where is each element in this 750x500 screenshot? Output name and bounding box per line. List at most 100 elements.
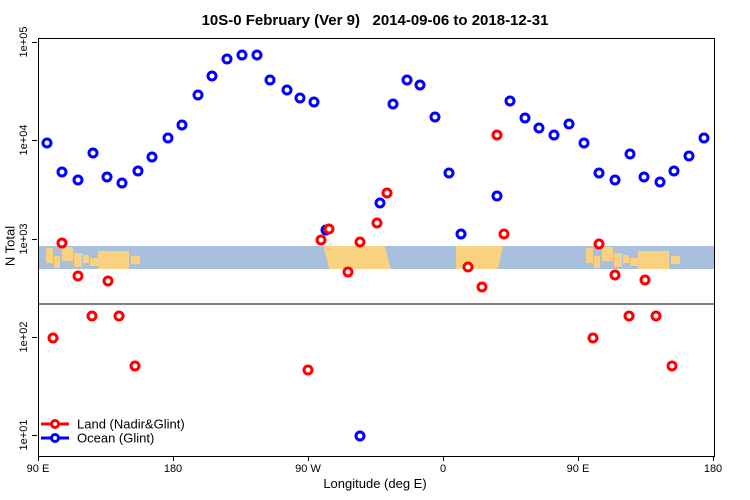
ocean-data-point	[668, 165, 679, 177]
ocean-data-point	[401, 74, 412, 86]
land-data-point	[609, 269, 621, 281]
land-data-point	[666, 360, 678, 372]
x-tick-label: 90 E	[26, 463, 50, 475]
land-data-point	[587, 332, 598, 344]
ocean-data-point	[56, 166, 67, 178]
x-tick	[578, 456, 579, 461]
legend-circle-icon	[50, 419, 60, 429]
ocean-data-point	[354, 430, 366, 442]
legend-label: Land (Nadir&Glint)	[77, 416, 185, 432]
ocean-data-point	[387, 98, 399, 110]
land-data-point	[498, 228, 510, 240]
y-tick	[32, 42, 37, 43]
land-data-point	[323, 223, 334, 235]
ocean-data-point	[548, 129, 559, 141]
land-data-point	[129, 360, 141, 372]
map-band-land-patch	[90, 257, 98, 266]
land-data-point	[72, 270, 84, 282]
land-data-point	[462, 261, 474, 273]
ocean-data-point	[578, 137, 589, 149]
land-data-point	[491, 129, 502, 141]
ocean-data-point	[162, 132, 174, 144]
ocean-data-point	[455, 228, 466, 240]
land-data-point	[381, 187, 393, 199]
land-data-point	[47, 332, 58, 344]
x-tick	[443, 456, 444, 461]
ocean-data-point	[443, 167, 454, 179]
ocean-data-point	[414, 79, 426, 91]
ocean-data-point	[683, 150, 694, 162]
map-band-land-patch	[670, 255, 680, 264]
threshold-line	[39, 303, 714, 306]
land-data-point	[354, 236, 366, 248]
map-band-land-patch	[323, 245, 391, 270]
ocean-data-point	[593, 167, 604, 179]
x-tick	[38, 456, 39, 461]
land-data-point	[302, 364, 313, 376]
x-tick-label: 90 E	[566, 463, 590, 475]
x-tick	[308, 456, 309, 461]
y-tick-label: 1e+04	[18, 124, 30, 156]
ocean-data-point	[638, 171, 649, 183]
ocean-data-point	[624, 148, 636, 160]
map-band-land-patch	[630, 257, 638, 266]
legend-label: Ocean (Glint)	[77, 430, 155, 446]
x-tick	[173, 456, 174, 461]
legend-circle-icon	[50, 433, 60, 443]
ocean-data-point	[491, 190, 502, 202]
ocean-data-point	[87, 147, 99, 159]
land-data-point	[86, 310, 97, 322]
y-tick-label: 1e+01	[18, 419, 30, 451]
land-data-point	[476, 281, 487, 293]
ocean-data-point	[176, 119, 187, 131]
ocean-data-point	[281, 84, 292, 96]
ocean-data-point	[41, 137, 52, 149]
map-band-land-patch	[98, 250, 129, 270]
x-tick-label: 0	[439, 463, 447, 475]
land-data-point	[102, 275, 114, 287]
ocean-data-point	[132, 165, 144, 177]
map-band-land-patch	[622, 254, 629, 263]
plot-area: Land (Nadir&Glint) Ocean (Glint)	[38, 38, 715, 457]
map-band-land-patch	[594, 256, 600, 268]
map-band-land-patch	[601, 247, 613, 261]
map-band-land-patch	[638, 250, 669, 270]
ocean-data-point	[236, 49, 247, 61]
ocean-data-point	[116, 177, 127, 189]
map-band-land-patch	[130, 255, 140, 264]
x-tick	[713, 456, 714, 461]
ocean-data-point	[698, 132, 709, 144]
land-data-point	[593, 238, 604, 250]
ocean-data-point	[374, 197, 385, 209]
map-band-land-patch	[74, 252, 82, 268]
ocean-data-point	[504, 95, 516, 107]
land-data-point	[315, 234, 327, 246]
ocean-data-point	[192, 89, 204, 101]
y-tick	[32, 140, 37, 142]
ocean-data-point	[264, 74, 276, 86]
y-axis-label: N Total	[2, 225, 18, 267]
ocean-data-point	[533, 122, 544, 134]
y-tick-label: 1e+05	[18, 26, 30, 58]
y-tick	[32, 238, 37, 240]
land-data-point	[639, 274, 651, 286]
land-data-point	[371, 217, 382, 229]
x-axis-label: Longitude (deg E)	[323, 476, 427, 491]
map-band-land-patch	[585, 248, 594, 264]
land-data-point	[650, 310, 661, 322]
land-data-point	[623, 310, 634, 322]
map-band-land-patch	[54, 256, 60, 268]
x-tick-label: 180	[163, 463, 183, 475]
ocean-data-point	[221, 53, 232, 65]
ocean-data-point	[429, 111, 441, 123]
map-band-land-patch	[61, 247, 73, 261]
land-data-point	[113, 310, 124, 322]
ocean-data-point	[251, 49, 262, 61]
y-tick	[32, 435, 37, 436]
y-tick-label: 1e+02	[18, 321, 30, 353]
x-tick-label: 180	[703, 463, 723, 475]
map-band-land-patch	[82, 254, 89, 263]
ocean-data-point	[563, 118, 574, 130]
ocean-data-point	[146, 151, 157, 163]
